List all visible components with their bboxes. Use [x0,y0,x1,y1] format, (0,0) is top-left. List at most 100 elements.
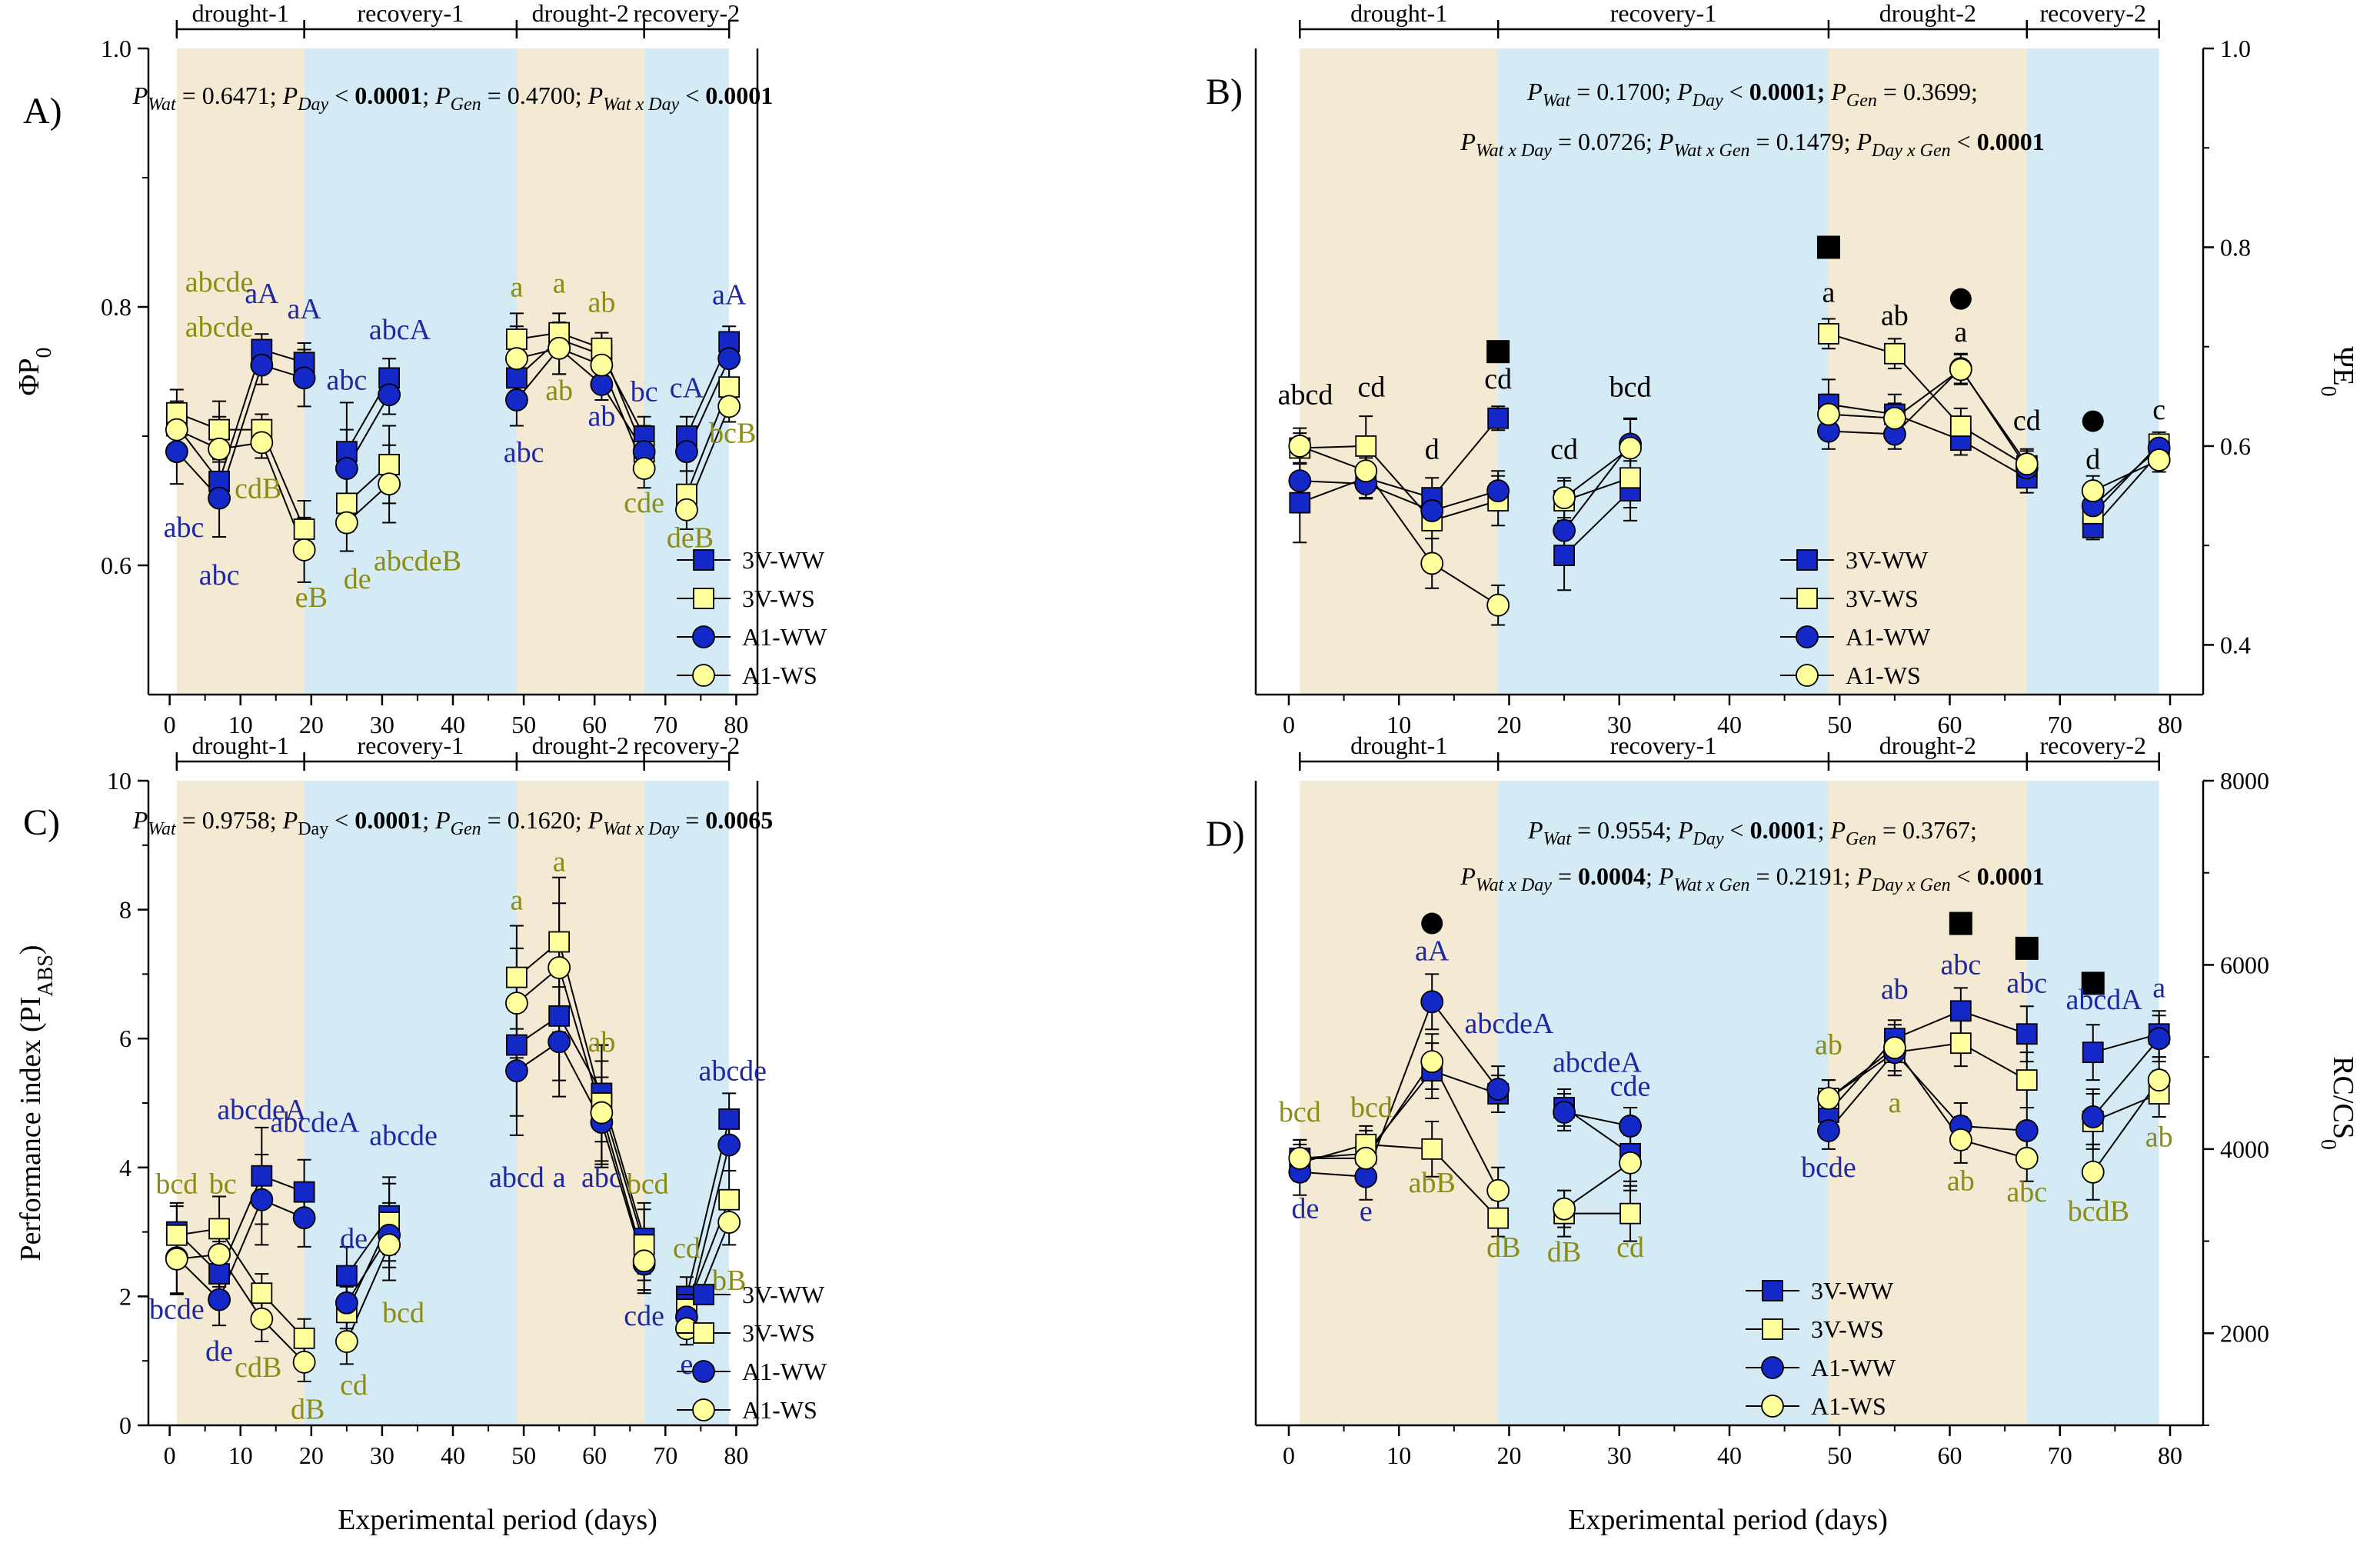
significance-letters: dB [291,1394,325,1426]
data-point-A1-WW [250,1188,274,1211]
stats-segment: Wat x Gen [1673,875,1749,895]
significance-letters: de [1292,1193,1320,1225]
significance-letters: bcdB [2068,1195,2129,1228]
x-tick-label: 10 [228,1441,253,1469]
y-axis-label-sub: 0 [2317,1139,2341,1150]
stats-line: PWat x Day​ = 0.0004; PWat x Gen​ = 0.21… [1460,862,2044,895]
data-point-3V-WS [1355,435,1377,457]
significance-letters: abc [581,1161,622,1194]
stats-segment: P [1830,78,1846,105]
legend-label: A1-WS [1846,662,1921,689]
significance-letters: ab [2145,1121,2173,1153]
significance-square-marker [1949,911,1972,935]
series-line [176,1198,305,1301]
significance-letters: ab [588,1026,615,1058]
legend-label: 3V-WS [742,1319,815,1347]
data-point-A1-WW [378,383,401,407]
y-axis-label: RC/CS0 [2317,1056,2360,1150]
series-line [1828,403,2028,479]
series-line [2092,1079,2160,1173]
significance-letters: e [1360,1195,1373,1228]
stats-segment: P [434,806,451,834]
data-point-A1-WS [504,347,528,371]
legend-marker-circle [1796,664,1819,687]
stats-segment: 0.0001 [1977,128,2045,155]
y-tick-label: 0.6 [2220,432,2251,460]
data-point-A1-WW [208,1288,231,1311]
significance-letters: bcd [155,1168,198,1200]
stats-segment: Gen [1846,91,1877,111]
data-point-A1-WS [335,1330,358,1353]
stats-segment: = [1552,862,1578,890]
stats-segment: = 0.9758; [176,806,283,834]
chart-panel-a: drought-1 recovery-1 drought-2 recovery-2 0 1… [13,0,827,738]
legend-marker-circle [1796,625,1819,648]
data-point-A1-WS [1949,1128,1972,1151]
data-point-3V-WS [1619,467,1641,489]
x-tick-label: 80 [2158,711,2182,738]
stats-segment: = 0.6471; [176,82,283,109]
series-line [1300,1060,1500,1191]
significance-letters: abcde [698,1055,767,1088]
period-label: drought-1 [192,732,289,759]
x-tick-label: 50 [511,711,536,738]
data-point-A1-WW [1817,1119,1840,1142]
legend-marker-square [693,549,714,571]
series-line [176,348,305,483]
data-point-A1-WW [1288,469,1312,493]
x-tick-label: 40 [441,711,465,738]
significance-letters: dB [1547,1236,1581,1268]
stats-segment: Wat x Day [1476,141,1552,161]
stats-segment: ; [422,82,435,109]
significance-letters: de [344,563,371,595]
data-point-A1-WS [1817,402,1840,426]
significance-letters: abcde [185,312,254,344]
significance-letters: a [553,1161,566,1194]
data-point-A1-WS [590,1101,614,1125]
significance-letters: ab [1881,974,1909,1006]
y-axis-label-main: ΨE [2327,346,2359,385]
data-point-A1-WS [2015,1146,2039,1170]
data-point-A1-WW [1619,1115,1642,1138]
data-point-3V-WW [1949,1000,1972,1022]
significance-letters: abcA [369,314,431,346]
stats-segment: = 0.3699; [1877,78,1978,105]
data-point-3V-WS [718,376,741,398]
legend-label: A1-WS [742,1396,817,1424]
stats-segment: Day [298,819,328,839]
stats-segment [1825,78,1831,105]
panel-letter: A) [23,91,62,132]
significance-letters: c [2152,394,2165,426]
x-tick-label: 70 [653,711,677,738]
significance-circle-marker [1949,288,1972,310]
stats-segment: 0.0004 [1578,862,1646,890]
stats-segment: < [1951,862,1977,890]
data-point-3V-WW [335,1265,358,1287]
significance-letters: cd [340,1369,368,1401]
chart-panel-b: drought-1 recovery-1 drought-2 recovery-2 0 1… [1206,0,2359,738]
significance-letters: abc [326,365,367,397]
period-label: drought-1 [1350,0,1447,27]
legend-label: 3V-WW [1846,546,1929,574]
significance-letters: abc [2006,967,2047,999]
y-axis-label: ΦP0 [13,348,56,396]
y-axis-label: Performance index (PIABS) [15,945,58,1261]
stats-segment: 0.0001 [705,82,773,109]
y-tick-label: 2000 [2220,1319,2269,1347]
data-point-3V-WW [505,367,528,389]
data-point-A1-WW [717,1133,741,1157]
data-point-3V-WS [1421,1138,1443,1160]
y-axis-label-main: RC/CS [2327,1056,2359,1139]
significance-letters: a [553,845,566,878]
x-tick-label: 10 [1386,711,1411,738]
stats-segment: = 0.1620; [481,806,588,834]
stats-segment: ; [1818,816,1831,844]
stats-segment: = 0.9554; [1571,816,1678,844]
x-tick-label: 10 [1386,1441,1411,1469]
data-point-A1-WW [165,440,188,464]
series-line [345,1244,391,1342]
stats-segment: Day [297,95,328,115]
period-band [304,48,517,695]
data-point-A1-WW [1553,1101,1576,1124]
data-point-3V-WS [505,966,528,988]
